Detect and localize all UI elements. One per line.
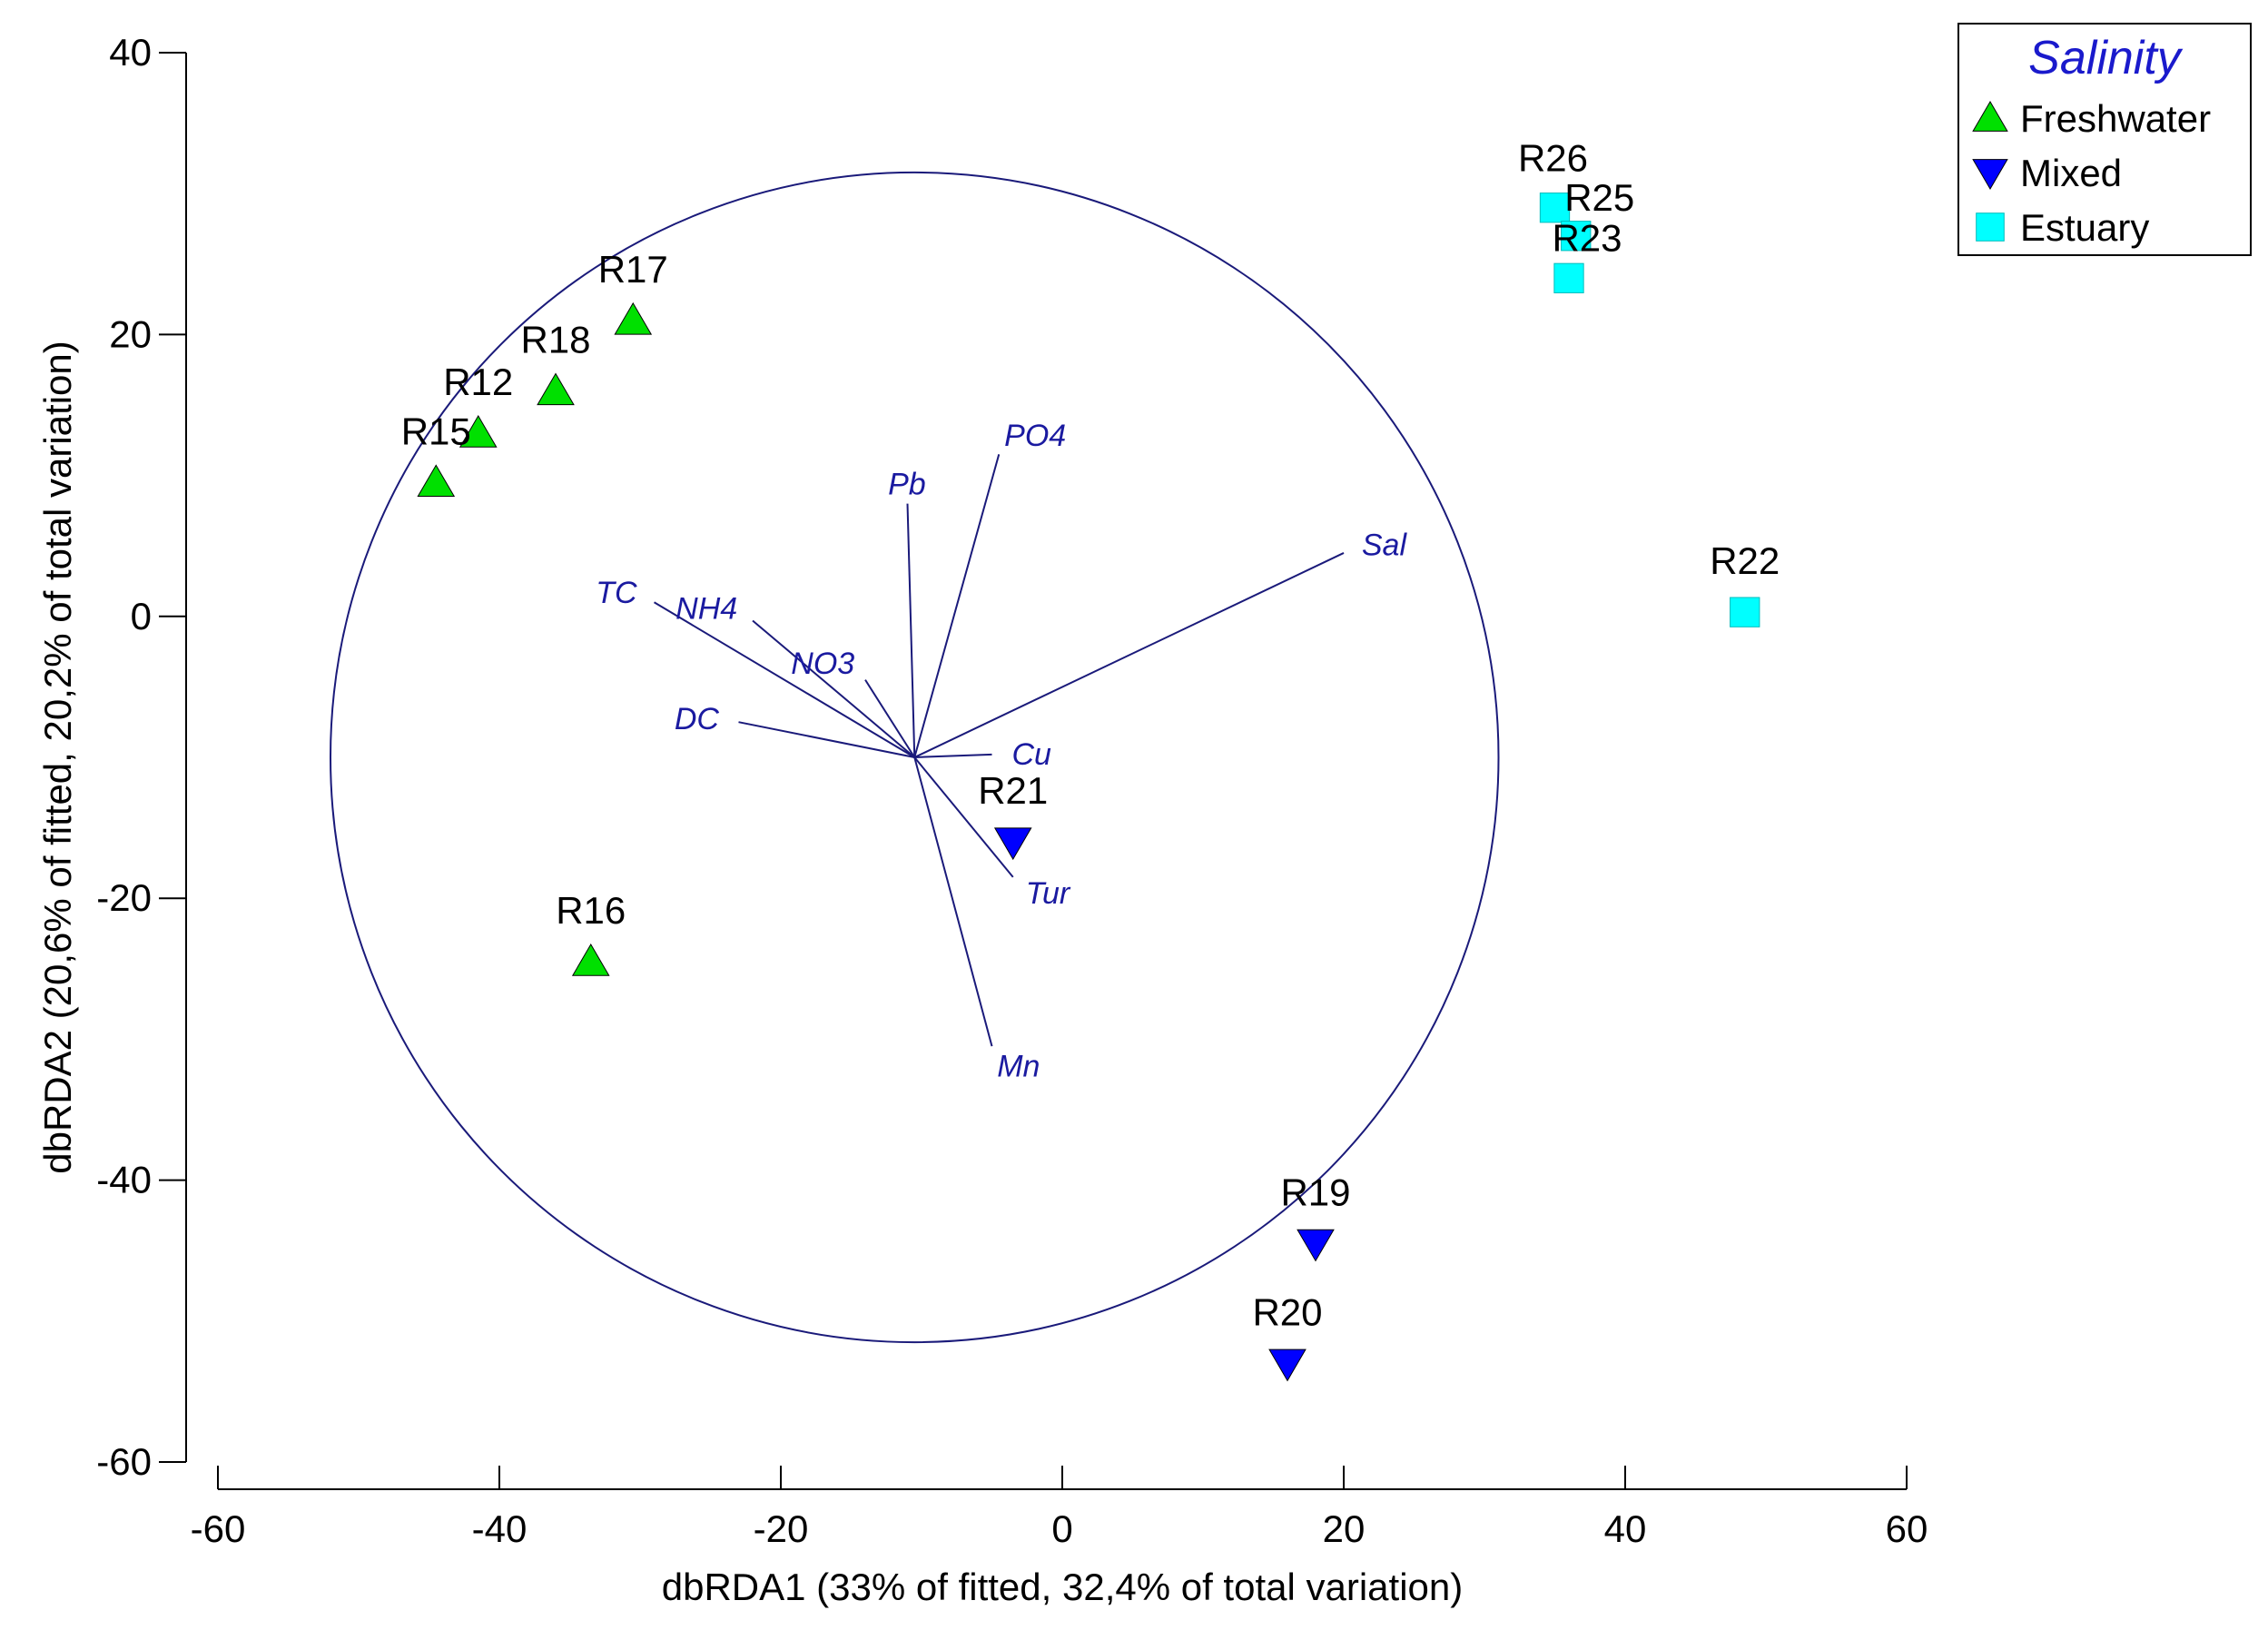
- point-label-r25: R25: [1564, 176, 1634, 219]
- point-r20: [1268, 1348, 1307, 1382]
- vector-label-dc: DC: [675, 702, 720, 736]
- point-label-r17: R17: [598, 248, 668, 291]
- point-r26: [1539, 193, 1571, 223]
- vector-tc: [653, 601, 915, 758]
- y-tick-label: 20: [109, 312, 152, 355]
- vector-label-nh4: NH4: [675, 591, 737, 626]
- point-r23: [1553, 262, 1584, 293]
- point-label-r12: R12: [443, 361, 513, 403]
- vector-label-sal: Sal: [1362, 529, 1408, 563]
- vector-nh4: [752, 619, 915, 758]
- legend-label-freshwater: Freshwater: [2020, 97, 2211, 140]
- correlation-circle: [330, 171, 1500, 1344]
- point-r25: [1561, 221, 1592, 252]
- vector-cu: [914, 753, 992, 758]
- vector-label-pb: Pb: [888, 468, 926, 502]
- y-tick-label: -60: [96, 1440, 152, 1483]
- x-axis: -60 -40 -20 0 20 40 60: [191, 1466, 1928, 1550]
- point-r15: [417, 464, 456, 498]
- point-r12: [459, 415, 498, 448]
- legend-marker-estuary: [1976, 212, 2005, 242]
- vector-label-tc: TC: [596, 576, 637, 610]
- x-tick-label: 60: [1886, 1507, 1928, 1550]
- vector-no3: [864, 679, 916, 758]
- vectors-layer: PO4 Pb Sal TC NH4 NO3 DC Cu Tur Mn: [596, 419, 1407, 1083]
- point-label-r20: R20: [1252, 1290, 1322, 1333]
- vector-dc: [738, 721, 915, 758]
- point-r18: [537, 372, 575, 406]
- x-tick-label: -20: [754, 1507, 809, 1550]
- vector-tur: [913, 756, 1014, 878]
- x-tick-label: 20: [1323, 1507, 1366, 1550]
- legend-marker-mixed: [1972, 159, 2008, 190]
- vector-label-po4: PO4: [1004, 419, 1066, 453]
- vector-label-mn: Mn: [997, 1049, 1040, 1083]
- correlation-circle-layer: [330, 171, 1500, 1344]
- legend-label-mixed: Mixed: [2020, 152, 2122, 194]
- vector-label-cu: Cu: [1011, 737, 1051, 772]
- vector-sal: [913, 552, 1345, 758]
- point-label-r15: R15: [401, 410, 471, 452]
- x-tick-label: -40: [472, 1507, 528, 1550]
- point-label-r23: R23: [1552, 216, 1622, 259]
- vector-mn: [913, 756, 993, 1047]
- y-axis: -60 -40 -20 0 20 40: [96, 31, 187, 1483]
- point-label-r22: R22: [1710, 539, 1780, 582]
- vector-label-tur: Tur: [1026, 876, 1071, 911]
- point-label-r26: R26: [1518, 137, 1588, 180]
- legend-marker-freshwater: [1972, 101, 2008, 132]
- y-axis-title: dbRDA2 (20,6% of fitted, 20,2% of total …: [36, 341, 79, 1174]
- point-r22: [1730, 597, 1760, 627]
- legend-title: Salinity: [2028, 32, 2184, 84]
- vector-label-no3: NO3: [791, 647, 854, 681]
- legend-label-estuary: Estuary: [2020, 206, 2149, 249]
- point-r16: [571, 943, 610, 976]
- point-label-r19: R19: [1280, 1171, 1350, 1213]
- point-r17: [614, 301, 653, 335]
- x-tick-label: 0: [1051, 1507, 1072, 1550]
- point-label-r18: R18: [520, 318, 590, 361]
- point-r21: [993, 827, 1032, 861]
- x-tick-label: 40: [1604, 1507, 1647, 1550]
- y-tick-label: -20: [96, 876, 152, 919]
- vector-pb: [906, 503, 916, 758]
- point-label-r16: R16: [556, 889, 626, 932]
- point-label-r21: R21: [978, 769, 1048, 812]
- legend-entries: Freshwater Mixed Estuary: [1972, 97, 2211, 249]
- legend: Salinity Freshwater Mixed Estuary: [1957, 23, 2252, 256]
- y-tick-label: 40: [109, 31, 152, 74]
- x-axis-title: dbRDA1 (33% of fitted, 32,4% of total va…: [662, 1566, 1463, 1608]
- point-r19: [1297, 1229, 1335, 1262]
- legend-box: [1957, 23, 2252, 256]
- y-tick-label: 0: [131, 595, 152, 637]
- x-tick-label: -60: [191, 1507, 246, 1550]
- vector-po4: [913, 454, 1001, 758]
- y-tick-label: -40: [96, 1159, 152, 1201]
